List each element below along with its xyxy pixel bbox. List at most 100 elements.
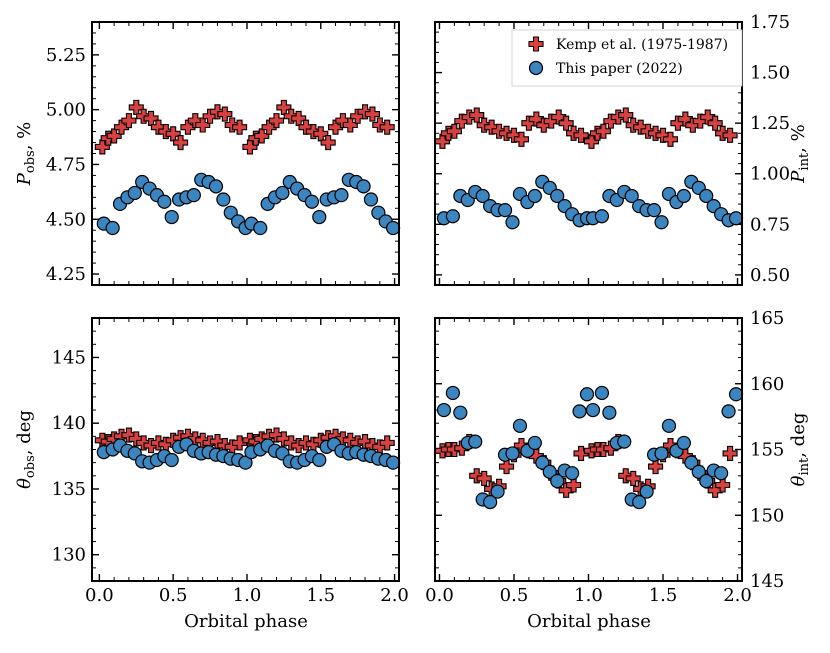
data-point-this-paper <box>453 405 468 420</box>
y-axis-label-theta-int: θint, deg <box>788 413 812 487</box>
x-tick-label: 1.0 <box>233 585 262 606</box>
data-point-kemp <box>618 107 634 123</box>
data-point-this-paper <box>356 179 371 194</box>
data-point-this-paper <box>579 387 595 402</box>
data-point-this-paper <box>505 446 520 461</box>
y-tick-label: 155 <box>750 440 784 461</box>
data-point-this-paper <box>624 188 639 204</box>
data-point-kemp <box>379 119 395 135</box>
data-point-kemp <box>195 117 211 133</box>
data-point-kemp <box>662 131 679 147</box>
y-tick-label: 4.50 <box>46 209 86 230</box>
y-tick-label: 145 <box>52 347 86 368</box>
data-point-this-paper <box>475 188 490 204</box>
data-point-kemp <box>625 470 641 486</box>
y-tick-label: 1.75 <box>750 12 790 33</box>
data-point-this-paper <box>565 466 580 481</box>
x-tick-label: 1.0 <box>574 585 603 606</box>
axes-frame <box>434 317 743 582</box>
legend-marker-this-paper <box>528 60 544 76</box>
data-point-this-paper <box>490 484 505 499</box>
data-point-kemp <box>342 117 358 133</box>
data-point-this-paper <box>585 402 601 418</box>
x-axis-label-left: Orbital phase <box>184 611 308 632</box>
data-point-this-paper <box>334 188 349 203</box>
data-point-this-paper <box>497 203 513 218</box>
x-tick-label: 1.5 <box>306 585 335 606</box>
data-point-this-paper <box>186 188 201 203</box>
data-point-kemp <box>128 431 144 447</box>
data-point-this-paper <box>654 215 669 230</box>
y-tick-label: 140 <box>52 413 86 434</box>
data-point-kemp <box>583 133 600 149</box>
legend: Kemp et al. (1975-1987) This paper (2022… <box>511 29 743 87</box>
data-point-this-paper <box>699 473 714 489</box>
data-point-this-paper <box>304 194 320 209</box>
data-point-kemp <box>715 477 731 493</box>
data-point-this-paper <box>691 464 706 479</box>
data-point-kemp <box>276 431 292 447</box>
axes-frame <box>434 21 743 286</box>
data-point-this-paper <box>105 220 120 236</box>
x-tick-label: 0.0 <box>85 585 114 606</box>
y-tick-label: 145 <box>750 571 784 592</box>
data-point-kemp <box>261 119 277 135</box>
data-point-this-paper <box>676 188 691 204</box>
data-point-kemp <box>379 435 395 451</box>
data-point-kemp <box>180 119 196 135</box>
data-point-this-paper <box>483 495 498 510</box>
y-tick-label: 135 <box>52 479 86 500</box>
data-point-kemp <box>209 434 226 450</box>
y-tick-label: 1.25 <box>750 113 790 134</box>
data-point-this-paper <box>661 418 677 433</box>
data-point-kemp <box>357 434 373 450</box>
data-point-this-paper <box>468 434 483 449</box>
y-tick-label: 1.00 <box>750 164 790 185</box>
data-point-this-paper <box>445 385 460 401</box>
data-point-kemp <box>722 445 738 461</box>
y-axis-label-p-obs: Pobs, % <box>14 122 38 187</box>
data-point-kemp <box>113 119 130 135</box>
data-point-this-paper <box>216 192 231 207</box>
x-tick-label: 0.0 <box>425 585 454 606</box>
data-point-kemp <box>254 128 270 144</box>
data-point-this-paper <box>550 188 565 204</box>
data-point-this-paper <box>208 179 224 194</box>
legend-label-this-paper: This paper (2022) <box>556 61 683 77</box>
y-tick-label: 0.75 <box>750 214 790 235</box>
data-point-kemp <box>121 113 137 129</box>
data-point-this-paper <box>594 385 610 401</box>
y-axis-label-p-int: Pint, % <box>788 124 812 183</box>
y-tick-label: 160 <box>750 374 784 395</box>
series-this-paper-p-obs <box>96 172 401 236</box>
series-kemp-p-int <box>434 107 738 149</box>
axes-frame <box>91 21 400 286</box>
data-point-kemp <box>94 139 110 155</box>
legend-box <box>511 29 743 87</box>
data-point-kemp <box>707 115 723 131</box>
y-tick-label: 4.25 <box>46 264 86 285</box>
data-point-kemp <box>446 123 462 139</box>
data-point-this-paper <box>363 192 379 207</box>
series-this-paper-theta-int <box>436 385 744 510</box>
data-point-kemp <box>217 106 233 122</box>
y-axis-label-theta-obs: θobs, deg <box>14 410 38 489</box>
data-point-kemp <box>268 427 285 443</box>
data-point-this-paper <box>512 418 528 433</box>
data-point-this-paper <box>646 203 662 218</box>
data-point-this-paper <box>714 466 729 481</box>
data-point-kemp <box>320 134 336 151</box>
data-point-this-paper <box>238 455 253 470</box>
data-point-kemp <box>558 115 574 131</box>
data-point-this-paper <box>594 209 610 224</box>
panel-p-int: 0.50 0.75 1.00 1.25 1.50 1.75 Pint, % <box>434 12 812 286</box>
x-tick-label: 2.0 <box>723 585 752 606</box>
data-point-kemp <box>232 119 248 135</box>
y-tick-label: 150 <box>750 505 784 526</box>
data-point-kemp <box>364 106 380 122</box>
data-point-this-paper <box>127 185 142 201</box>
data-point-kemp <box>327 119 344 135</box>
data-point-kemp <box>595 123 611 139</box>
data-point-this-paper <box>312 452 327 468</box>
